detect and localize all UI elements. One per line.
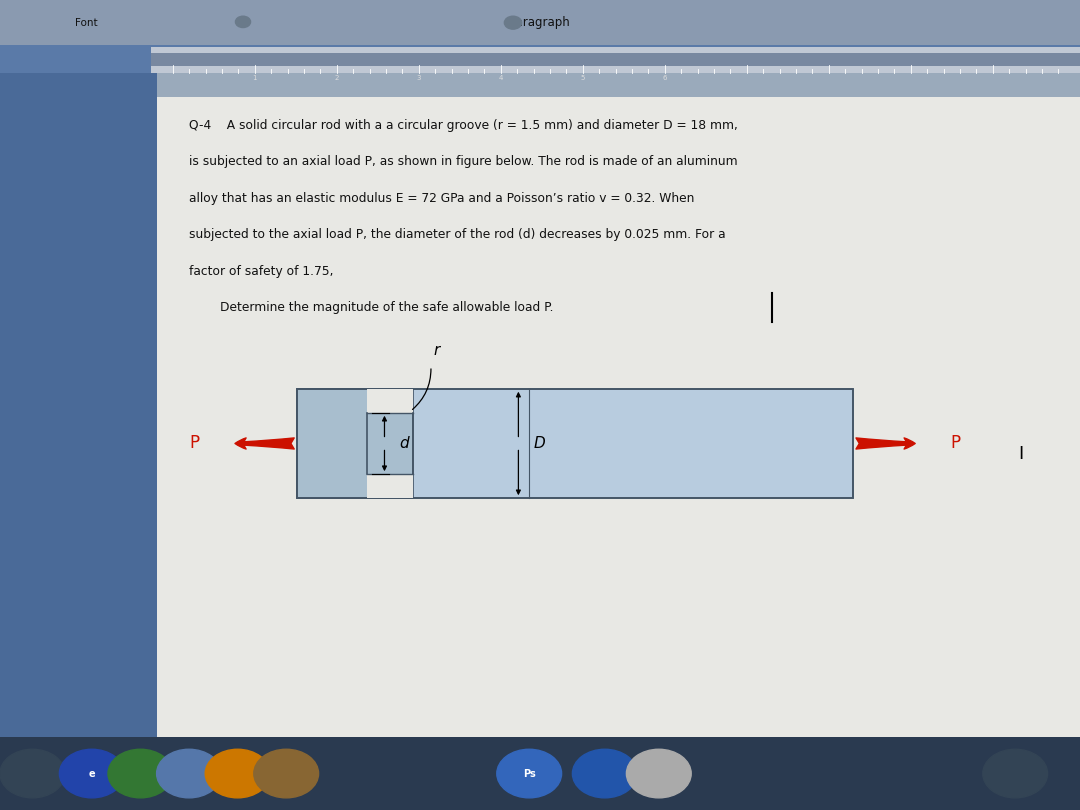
Circle shape xyxy=(983,749,1048,798)
Text: is subjected to an axial load P, as shown in figure below. The rod is made of an: is subjected to an axial load P, as show… xyxy=(189,156,738,168)
Bar xyxy=(0,73,157,737)
Text: Ps: Ps xyxy=(523,769,536,778)
Text: 6: 6 xyxy=(662,75,667,80)
Text: 5: 5 xyxy=(581,75,585,80)
Text: Q-4    A solid circular rod with a a circular groove (r = 1.5 mm) and diameter D: Q-4 A solid circular rod with a a circul… xyxy=(189,119,738,132)
Circle shape xyxy=(205,749,270,798)
Text: Paragraph: Paragraph xyxy=(510,16,570,29)
Bar xyxy=(0,0,1080,45)
Circle shape xyxy=(626,749,691,798)
Circle shape xyxy=(254,749,319,798)
Text: Font: Font xyxy=(76,18,97,28)
Circle shape xyxy=(504,16,522,29)
Text: P: P xyxy=(950,434,961,453)
Bar xyxy=(297,389,853,498)
Text: alloy that has an elastic modulus E = 72 GPa and a Poisson’s ratio v = 0.32. Whe: alloy that has an elastic modulus E = 72… xyxy=(189,192,694,205)
Bar xyxy=(151,53,1080,66)
Circle shape xyxy=(572,749,637,798)
Text: r: r xyxy=(433,343,440,358)
Text: D: D xyxy=(534,436,545,451)
Text: subjected to the axial load P, the diameter of the rod (d) decreases by 0.025 mm: subjected to the axial load P, the diame… xyxy=(189,228,726,241)
Circle shape xyxy=(157,749,221,798)
Text: 2: 2 xyxy=(335,75,339,80)
Circle shape xyxy=(497,749,562,798)
Text: 3: 3 xyxy=(417,75,421,80)
Circle shape xyxy=(235,16,251,28)
Bar xyxy=(157,97,1080,737)
Text: I: I xyxy=(1018,445,1023,463)
Bar xyxy=(297,389,413,498)
Bar xyxy=(367,474,413,498)
Text: Determine the magnitude of the safe allowable load P.: Determine the magnitude of the safe allo… xyxy=(189,301,554,314)
Text: P: P xyxy=(189,434,200,453)
Circle shape xyxy=(108,749,173,798)
Text: 4: 4 xyxy=(499,75,503,80)
Text: 1: 1 xyxy=(253,75,257,80)
Circle shape xyxy=(0,749,65,798)
Text: d: d xyxy=(400,436,409,451)
Bar xyxy=(297,389,853,498)
Bar xyxy=(151,47,1080,73)
Bar xyxy=(0,73,1080,97)
Bar xyxy=(0,737,1080,810)
Text: e: e xyxy=(89,769,95,778)
Bar xyxy=(367,389,413,413)
Text: factor of safety of 1.75,: factor of safety of 1.75, xyxy=(189,265,334,278)
Circle shape xyxy=(59,749,124,798)
